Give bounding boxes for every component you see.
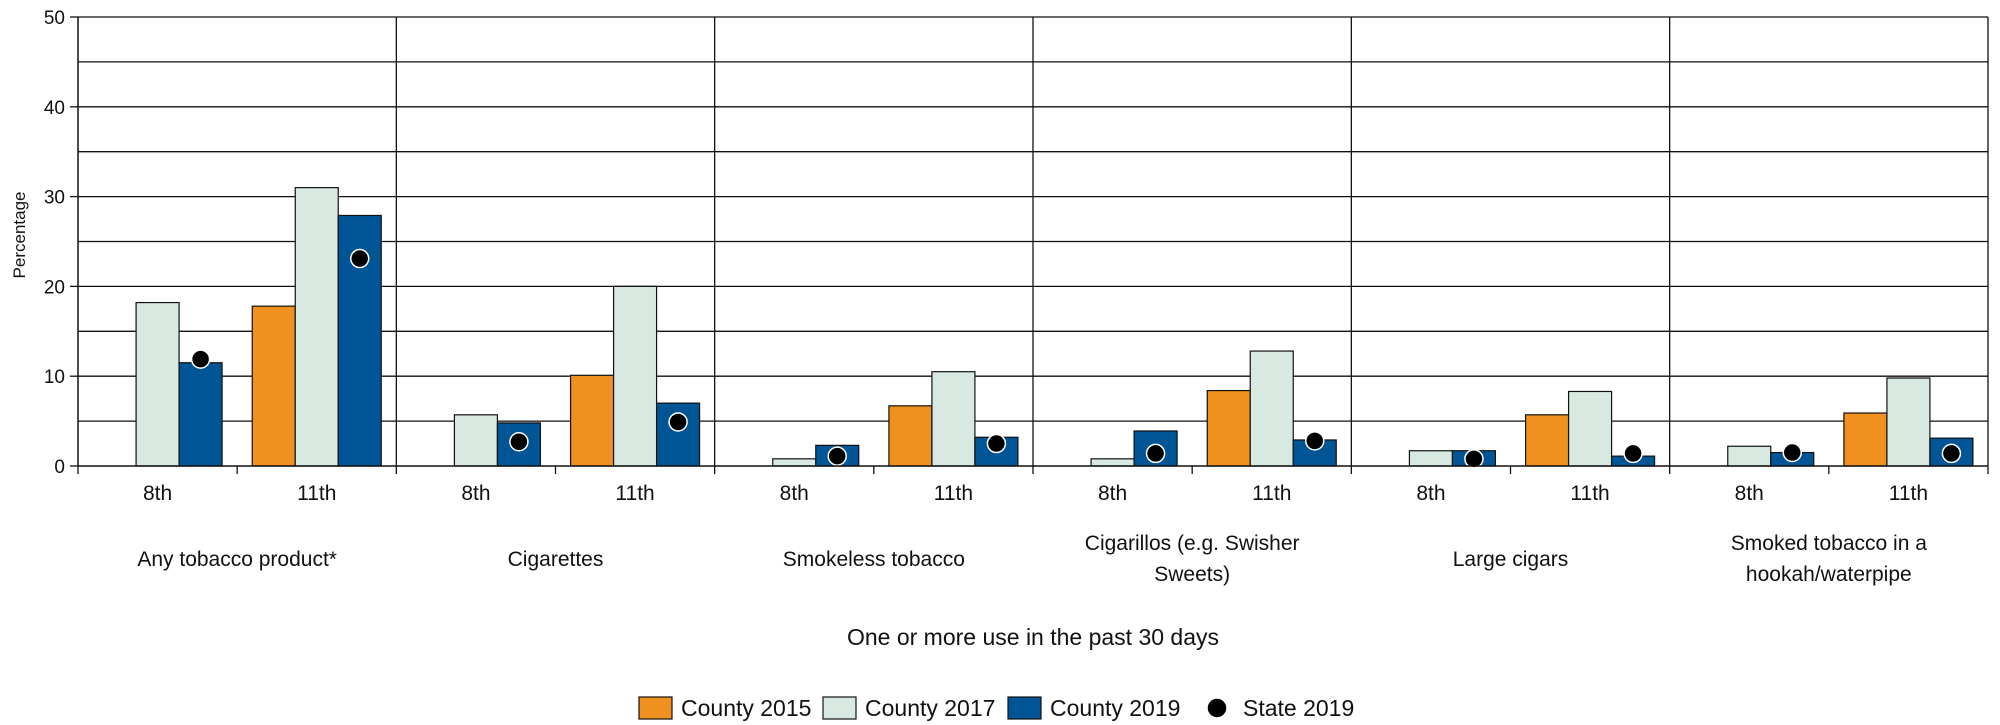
group-label: Smokeless tobacco bbox=[783, 548, 965, 571]
point-state-2019 bbox=[350, 248, 370, 269]
y-tick-label: 30 bbox=[44, 188, 65, 209]
legend-item: State 2019 bbox=[1206, 695, 1354, 721]
legend-marker bbox=[1206, 697, 1228, 719]
y-tick-label: 40 bbox=[44, 98, 65, 119]
group-label: Any tobacco product* bbox=[137, 548, 337, 571]
bar-county-2017 bbox=[931, 371, 976, 467]
bar-county-2015 bbox=[888, 405, 933, 467]
bar-county-2017 bbox=[453, 414, 499, 467]
bar-county-2017 bbox=[772, 458, 817, 467]
bar-county-2015 bbox=[251, 305, 296, 467]
grade-label: 11th bbox=[1252, 482, 1291, 505]
grade-label: 8th bbox=[1735, 482, 1764, 505]
legend-item: County 2015 bbox=[638, 695, 811, 721]
legend-label: County 2015 bbox=[681, 695, 811, 721]
bar-county-2017 bbox=[1249, 350, 1294, 467]
grade-label: 8th bbox=[1416, 482, 1445, 505]
point-state-2019 bbox=[1623, 443, 1643, 464]
bar-county-2017 bbox=[1727, 445, 1772, 467]
point-state-2019 bbox=[1782, 442, 1802, 463]
point-state-2019 bbox=[509, 432, 529, 452]
legend: County 2015 County 2017 County 2019 State 2… bbox=[638, 695, 1354, 721]
point-state-2019 bbox=[1941, 443, 1962, 464]
bar-county-2015 bbox=[1524, 414, 1570, 467]
y-tick-label: 50 bbox=[44, 8, 65, 29]
legend-label: County 2017 bbox=[865, 695, 995, 721]
axis-layer: 0 10 20 30 40 50 8th 11th Any tobacco product* 8t… bbox=[44, 8, 1989, 586]
bar-county-2017 bbox=[1567, 390, 1613, 467]
bar-county-2017 bbox=[135, 301, 180, 467]
group-label: Sweets) bbox=[1154, 563, 1230, 586]
point-state-2019 bbox=[668, 412, 688, 432]
grade-label: 8th bbox=[461, 482, 490, 505]
bar-county-2017 bbox=[1408, 450, 1454, 467]
point-state-2019 bbox=[986, 433, 1007, 454]
legend-label: State 2019 bbox=[1243, 695, 1354, 721]
group-label: Large cigars bbox=[1453, 548, 1569, 571]
point-state-2019 bbox=[1464, 449, 1484, 469]
point-state-2019 bbox=[190, 349, 211, 369]
bar-county-2019 bbox=[178, 362, 223, 467]
grade-label: 11th bbox=[1570, 482, 1609, 505]
bar-county-2017 bbox=[1090, 458, 1135, 467]
grade-label: 8th bbox=[780, 482, 809, 505]
y-axis-title: Percentage bbox=[10, 192, 29, 279]
point-layer bbox=[190, 248, 1962, 469]
bar-layer bbox=[135, 187, 1974, 467]
group-label: Cigarillos (e.g. Swisher bbox=[1085, 532, 1300, 555]
grid-layer bbox=[78, 16, 1989, 466]
legend-swatch bbox=[638, 696, 673, 720]
bar-county-2015 bbox=[1206, 389, 1251, 467]
legend-item: County 2019 bbox=[1007, 695, 1180, 721]
bar-county-2015 bbox=[1843, 412, 1888, 467]
point-state-2019 bbox=[1145, 443, 1166, 464]
legend-swatch bbox=[822, 696, 857, 720]
bar-county-2015 bbox=[569, 374, 615, 467]
grade-label: 8th bbox=[1098, 482, 1127, 505]
y-tick-label: 10 bbox=[44, 367, 65, 388]
grade-label: 11th bbox=[1889, 482, 1928, 505]
x-axis-title: One or more use in the past 30 days bbox=[847, 624, 1219, 650]
group-label: Cigarettes bbox=[508, 548, 604, 571]
grade-label: 11th bbox=[615, 482, 654, 505]
bar-county-2017 bbox=[294, 187, 339, 467]
group-label: hookah/waterpipe bbox=[1746, 563, 1912, 586]
grade-label: 11th bbox=[297, 482, 336, 505]
y-tick-label: 0 bbox=[54, 457, 65, 478]
grade-label: 8th bbox=[143, 482, 172, 505]
grade-label: 11th bbox=[934, 482, 973, 505]
legend-label: County 2019 bbox=[1050, 695, 1180, 721]
legend-item: County 2017 bbox=[822, 695, 995, 721]
group-label: Smoked tobacco in a bbox=[1731, 532, 1927, 555]
bar-county-2017 bbox=[1886, 377, 1931, 467]
y-tick-label: 20 bbox=[44, 277, 65, 298]
point-state-2019 bbox=[1305, 431, 1325, 451]
point-state-2019 bbox=[827, 446, 847, 466]
legend-swatch bbox=[1007, 696, 1042, 720]
bar-county-2017 bbox=[612, 285, 658, 467]
